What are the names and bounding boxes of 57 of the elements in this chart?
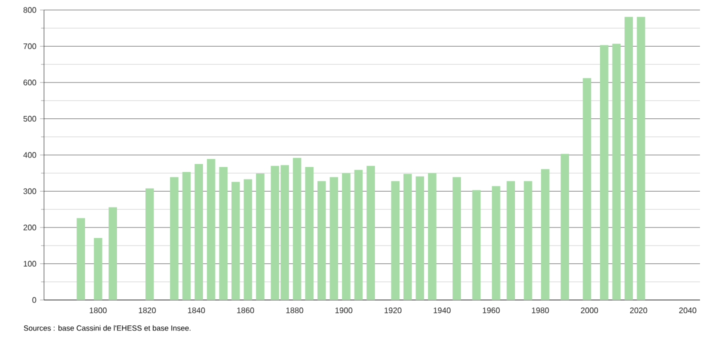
x-tick-label: 1880 — [286, 308, 304, 314]
bar — [292, 158, 302, 300]
bar — [472, 190, 481, 300]
y-tick-label: 200 — [24, 224, 36, 230]
bar — [305, 166, 314, 300]
bar — [524, 181, 532, 300]
x-tick-label: 2000 — [580, 308, 598, 314]
y-tick-label: 400 — [23, 152, 36, 158]
bar — [317, 181, 326, 300]
x-tick-label: 1940 — [434, 308, 451, 314]
bar — [76, 218, 86, 300]
x-tick-label: 1900 — [335, 308, 352, 314]
bar — [194, 164, 203, 300]
bar — [600, 45, 608, 300]
bar — [145, 188, 154, 300]
bar — [391, 181, 400, 300]
bar — [244, 179, 252, 300]
y-tick-label: 300 — [23, 188, 36, 194]
bar — [612, 44, 621, 300]
bar — [541, 169, 550, 300]
y-tick-label: 100 — [24, 260, 36, 267]
bar — [330, 177, 338, 300]
bar — [170, 177, 178, 300]
y-tick-label: 700 — [24, 43, 36, 50]
bar — [231, 182, 240, 300]
bar — [416, 176, 424, 300]
bar — [452, 177, 461, 300]
y-tick-label: 0 — [32, 297, 36, 303]
bar — [624, 16, 633, 300]
x-tick-label: 1820 — [138, 308, 156, 314]
x-tick-label: 1920 — [384, 308, 402, 314]
bar — [342, 173, 350, 300]
x-tick-label: 2020 — [630, 308, 648, 314]
bar — [582, 78, 592, 300]
x-tick-label: 1840 — [188, 308, 205, 314]
bar — [560, 154, 570, 300]
bar — [256, 173, 264, 300]
bar — [94, 238, 102, 300]
y-tick-label: 800 — [23, 7, 36, 13]
x-tick-label: 1960 — [482, 308, 500, 314]
bar — [428, 173, 436, 300]
x-tick-label: 1980 — [532, 308, 549, 314]
bar — [206, 158, 216, 300]
x-tick-label: 1860 — [237, 308, 254, 314]
bar — [354, 170, 363, 300]
bar — [182, 172, 191, 300]
bar — [108, 207, 117, 300]
bar — [492, 186, 500, 300]
bar — [636, 16, 646, 300]
x-tick-label: 1800 — [90, 308, 107, 314]
bar — [366, 166, 375, 300]
bar — [403, 174, 412, 300]
bar — [506, 181, 515, 300]
bar — [219, 166, 228, 300]
y-tick-label: 500 — [23, 116, 36, 122]
y-tick-label: 600 — [24, 80, 36, 86]
x-tick-label: 2040 — [679, 308, 696, 314]
